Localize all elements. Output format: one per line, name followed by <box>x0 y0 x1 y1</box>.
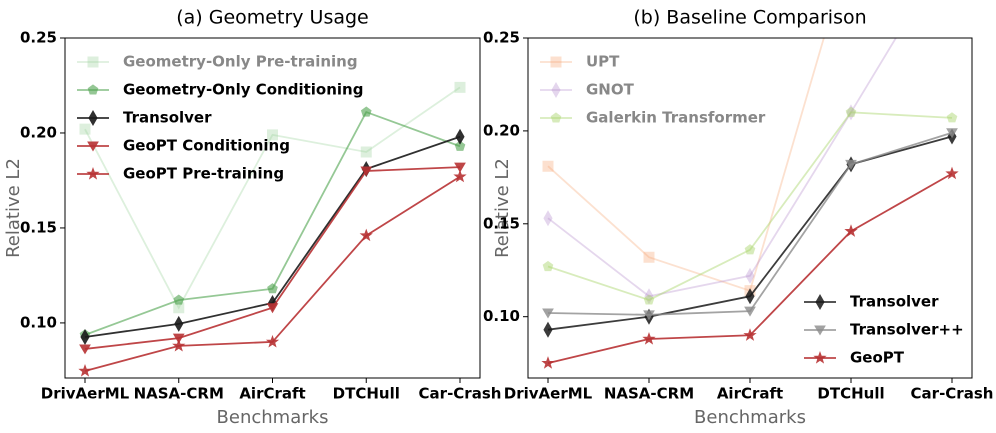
data-point <box>79 344 91 355</box>
x-tick-label: AirCraft <box>239 385 305 403</box>
data-point <box>79 123 91 135</box>
series-line <box>84 166 461 350</box>
legend-label: GeoPT <box>850 349 905 367</box>
plot-area <box>78 81 467 377</box>
legend-marker <box>814 325 826 336</box>
y-tick-label: 0.25 <box>20 29 57 47</box>
data-point <box>542 308 554 319</box>
data-point <box>453 169 467 183</box>
plot-frame <box>64 37 481 379</box>
legend-marker <box>86 167 100 180</box>
x-tick-label: DrivAerML <box>504 385 593 403</box>
x-axis-label: Benchmarks <box>217 407 329 428</box>
y-tick-label: 0.15 <box>483 214 520 232</box>
legend-marker <box>87 141 99 152</box>
legend-marker <box>551 81 561 99</box>
y-tick-label: 0.10 <box>483 307 520 325</box>
data-point <box>80 328 90 345</box>
series-line <box>547 38 897 298</box>
data-point <box>360 106 372 117</box>
data-point <box>542 260 554 272</box>
series-line <box>84 86 461 310</box>
data-point <box>643 294 655 305</box>
data-point <box>359 228 373 242</box>
x-tick-label: DrivAerML <box>41 385 130 403</box>
data-point <box>745 288 755 305</box>
data-point <box>542 160 554 172</box>
data-point <box>172 338 186 352</box>
data-point <box>644 288 654 305</box>
x-tick-label: Car-Crash <box>419 385 502 403</box>
data-point <box>360 146 372 158</box>
data-point <box>172 333 185 344</box>
legend-label: Galerkin Transformer <box>586 109 766 127</box>
data-point <box>845 159 857 170</box>
x-tick-label: DTCHull <box>817 385 884 403</box>
x-tick-label: NASA-CRM <box>134 385 224 403</box>
legend-marker <box>87 56 99 68</box>
data-point <box>642 332 656 345</box>
data-point <box>946 112 958 123</box>
data-point <box>845 106 857 117</box>
legend-marker <box>88 109 98 127</box>
legend-label: Geometry-Only Conditioning <box>123 81 363 99</box>
y-tick-label: 0.10 <box>20 313 57 331</box>
series-line <box>547 111 953 301</box>
data-point <box>173 294 185 305</box>
data-point <box>266 303 279 314</box>
data-point <box>643 251 655 263</box>
data-point <box>743 328 757 341</box>
y-tick-label: 0.25 <box>483 29 520 47</box>
data-point <box>174 315 184 332</box>
legend-label: Transolver++ <box>850 321 964 339</box>
y-tick-label: 0.20 <box>20 123 57 141</box>
data-point <box>360 166 373 177</box>
data-point <box>454 162 466 173</box>
y-axis-label: Relative L2 <box>492 158 513 258</box>
legend-marker <box>550 112 562 123</box>
y-tick-label: 0.15 <box>20 218 57 236</box>
x-tick-label: Car-Crash <box>911 385 994 403</box>
chart-title: (b) Baseline Comparison <box>633 7 866 29</box>
legend-label: GeoPT Pre-training <box>123 165 284 183</box>
x-tick-label: NASA-CRM <box>604 385 694 403</box>
legend-label: Transolver <box>123 109 212 127</box>
data-point <box>267 129 278 141</box>
legend-marker <box>550 56 562 68</box>
data-point <box>543 210 553 227</box>
data-point <box>455 128 465 145</box>
data-point <box>78 363 92 377</box>
data-point <box>643 310 655 321</box>
x-tick-label: AirCraft <box>717 385 783 403</box>
legend-marker <box>813 351 827 364</box>
plot-frame <box>527 37 973 379</box>
y-axis-label: Relative L2 <box>3 158 24 258</box>
chart-title: (a) Geometry Usage <box>176 7 369 29</box>
data-point <box>267 283 278 294</box>
data-point <box>945 166 959 180</box>
data-point <box>846 104 856 121</box>
legend-label: Transolver <box>850 293 939 311</box>
data-point <box>265 334 280 348</box>
data-point <box>541 356 555 369</box>
data-point <box>744 306 756 317</box>
legend-marker <box>87 84 99 95</box>
y-tick-label: 0.20 <box>483 121 520 139</box>
data-point <box>946 128 958 139</box>
legend-label: GeoPT Conditioning <box>123 137 290 155</box>
data-point <box>744 244 756 255</box>
data-point <box>454 81 466 93</box>
legend-label: GNOT <box>586 81 635 99</box>
plot-area <box>541 38 959 369</box>
data-point <box>745 267 755 284</box>
data-point <box>543 321 553 338</box>
legend-marker <box>815 293 825 311</box>
x-tick-label: DTCHull <box>333 385 400 403</box>
legend-label: Geometry-Only Pre-training <box>123 53 358 71</box>
x-axis-label: Benchmarks <box>694 407 806 428</box>
data-point <box>844 224 858 237</box>
data-point <box>454 140 466 151</box>
legend-label: UPT <box>586 53 620 71</box>
